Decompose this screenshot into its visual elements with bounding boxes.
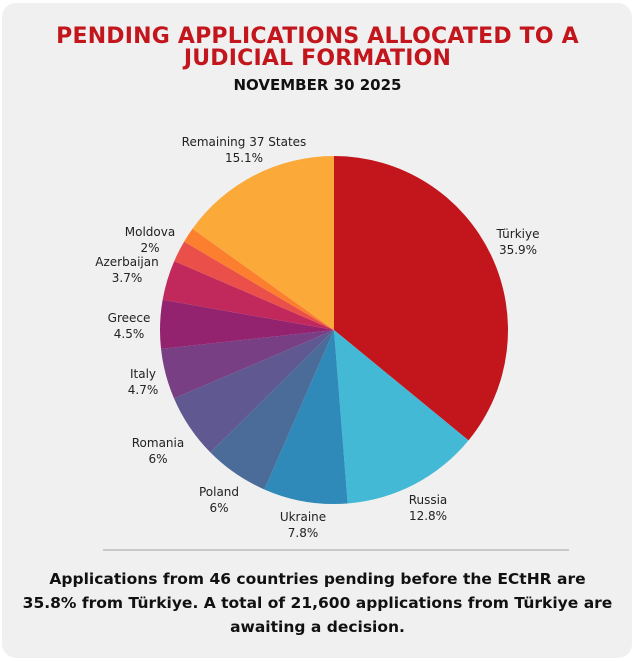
slice-value-poland: 6% <box>209 501 228 515</box>
slice-label-poland: Poland <box>199 485 239 499</box>
pie-slice-unlabeled <box>184 228 334 330</box>
slice-label-remaining-37-states: Remaining 37 States <box>182 135 307 149</box>
slice-label-romania: Romania <box>132 436 184 450</box>
pie-slice-russia <box>334 330 469 504</box>
pie-slice-italy <box>161 330 334 399</box>
pie-slice-greece <box>159 299 334 349</box>
pie-slice-moldova <box>174 241 334 330</box>
slice-value-remaining-37-states: 15.1% <box>225 151 263 165</box>
slice-label-ukraine: Ukraine <box>280 510 326 524</box>
pie-slice-azerbaijan <box>162 261 334 330</box>
pie-slice-romania <box>174 330 334 453</box>
slice-value-russia: 12.8% <box>409 509 447 523</box>
pie-slice-remaining-37-states <box>192 156 334 330</box>
slice-value-italy: 4.7% <box>128 383 159 397</box>
slice-value-moldova: 2% <box>140 241 159 255</box>
slice-label-italy: Italy <box>130 367 156 381</box>
chart-subtitle: NOVEMBER 30 2025 <box>233 76 402 94</box>
footnote: Applications from 46 countries pending b… <box>22 570 613 636</box>
slice-label-t-rkiye: Türkiye <box>496 227 540 241</box>
slice-value-greece: 4.5% <box>114 327 145 341</box>
slice-label-azerbaijan: Azerbaijan <box>95 255 158 269</box>
pie-slice-poland <box>210 330 334 490</box>
pie-slice-ukraine <box>264 330 348 504</box>
slice-value-ukraine: 7.8% <box>288 526 319 540</box>
slice-value-romania: 6% <box>148 452 167 466</box>
divider <box>103 549 569 551</box>
slice-label-moldova: Moldova <box>125 225 175 239</box>
pie-slice-t-rkiye <box>334 156 508 441</box>
slice-value-t-rkiye: 35.9% <box>499 243 537 257</box>
slice-label-russia: Russia <box>409 493 448 507</box>
slice-label-greece: Greece <box>108 311 151 325</box>
slice-value-azerbaijan: 3.7% <box>112 271 143 285</box>
chart-title: PENDING APPLICATIONS ALLOCATED TO A JUDI… <box>56 24 579 71</box>
